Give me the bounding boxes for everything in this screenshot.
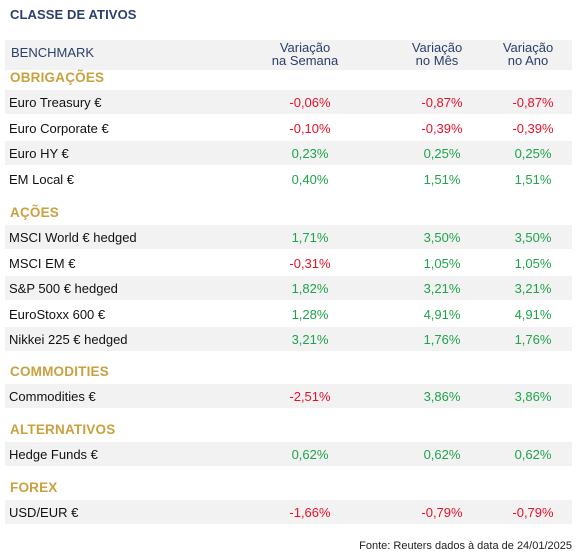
year-value: 3,50% — [514, 230, 552, 245]
benchmark-name: EuroStoxx 600 € — [9, 306, 106, 322]
month-value: 1,76% — [423, 332, 461, 348]
benchmark-name: MSCI World € hedged — [9, 230, 137, 245]
table-row: S&P 500 € hedged 1,82% 3,21% 3,21% — [5, 276, 572, 301]
table-row: Nikkei 225 € hedged 3,21% 1,76% 1,76% — [5, 327, 572, 352]
month-value: -0,39% — [421, 120, 463, 136]
table-row: MSCI EM € -0,31% 1,05% 1,05% — [5, 251, 572, 275]
month-value: 3,86% — [423, 389, 461, 404]
week-value: -0,06% — [289, 95, 331, 110]
week-value: -0,10% — [289, 120, 331, 136]
month-header-line1: Variação — [411, 40, 463, 55]
month-value: -0,87% — [421, 95, 463, 110]
year-value: 1,05% — [514, 255, 552, 271]
year-value: 0,25% — [514, 146, 552, 162]
week-header-line2: na Semana — [271, 53, 339, 68]
table-row: Euro Corporate € -0,10% -0,39% -0,39% — [5, 116, 572, 140]
week-value: 1,28% — [291, 306, 329, 322]
week-value: 1,82% — [291, 281, 329, 297]
section-title: OBRIGAÇÕES — [10, 70, 105, 85]
month-value: 3,21% — [423, 281, 461, 297]
table-header: BENCHMARK Variação na Semana Variação no… — [5, 40, 572, 70]
table-row: Euro Treasury € -0,06% -0,87% -0,87% — [5, 90, 572, 114]
week-header: Variação na Semana — [245, 41, 365, 67]
year-value: 3,21% — [514, 281, 552, 297]
month-header-line2: no Mês — [415, 53, 459, 68]
benchmark-name: MSCI EM € — [9, 255, 76, 271]
benchmark-name: Euro Corporate € — [9, 120, 109, 136]
month-value: 0,62% — [423, 447, 461, 462]
benchmark-name: S&P 500 € hedged — [9, 281, 118, 297]
year-value: 4,91% — [514, 306, 552, 322]
week-value: -2,51% — [289, 389, 331, 404]
benchmark-header: BENCHMARK — [11, 45, 95, 60]
year-value: 0,62% — [514, 447, 552, 462]
year-value: -0,39% — [512, 120, 554, 136]
table-row: Hedge Funds € 0,62% 0,62% 0,62% — [5, 442, 572, 466]
year-value: 3,86% — [514, 389, 552, 404]
month-value: 4,91% — [423, 306, 461, 322]
week-value: 0,40% — [291, 171, 329, 187]
week-value: 0,23% — [291, 146, 329, 162]
section-title: ALTERNATIVOS — [10, 422, 116, 437]
benchmark-name: Euro Treasury € — [9, 95, 102, 110]
benchmark-name: Nikkei 225 € hedged — [9, 332, 128, 348]
section-title: COMMODITIES — [10, 364, 109, 379]
year-value: 1,51% — [514, 171, 552, 187]
benchmark-name: Euro HY € — [9, 146, 69, 162]
table-row: EuroStoxx 600 € 1,28% 4,91% 4,91% — [5, 302, 572, 326]
year-value: -0,87% — [512, 95, 554, 110]
year-header: Variação no Ano — [468, 41, 582, 67]
section-title: AÇÕES — [10, 205, 60, 220]
benchmark-name: Commodities € — [9, 389, 96, 404]
table-row: Euro HY € 0,23% 0,25% 0,25% — [5, 141, 572, 166]
month-value: 1,05% — [423, 255, 461, 271]
week-header-line1: Variação — [279, 40, 331, 55]
table-row: Commodities € -2,51% 3,86% 3,86% — [5, 384, 572, 408]
year-value: 1,76% — [514, 332, 552, 348]
benchmark-name: Hedge Funds € — [9, 447, 98, 462]
footer-source: Fonte: Reuters dados à data de 24/01/202… — [359, 540, 572, 552]
month-value: 0,25% — [423, 146, 461, 162]
month-value: 3,50% — [423, 230, 461, 245]
benchmark-name: EM Local € — [9, 171, 75, 187]
table-row: MSCI World € hedged 1,71% 3,50% 3,50% — [5, 225, 572, 249]
table-row: USD/EUR € -1,66% -0,79% -0,79% — [5, 500, 572, 524]
page-title: CLASSE DE ATIVOS — [10, 7, 137, 22]
month-header: Variação no Mês — [377, 41, 497, 67]
month-value: 1,51% — [423, 171, 461, 187]
week-value: 0,62% — [291, 447, 329, 462]
table-row: EM Local € 0,40% 1,51% 1,51% — [5, 167, 572, 191]
year-value: -0,79% — [512, 505, 554, 520]
week-value: 1,71% — [291, 230, 329, 245]
benchmark-name: USD/EUR € — [9, 505, 79, 520]
month-value: -0,79% — [421, 505, 463, 520]
week-value: 3,21% — [291, 332, 329, 348]
week-value: -0,31% — [289, 255, 331, 271]
week-value: -1,66% — [289, 505, 331, 520]
section-title: FOREX — [10, 480, 58, 495]
year-header-line2: no Ano — [507, 53, 549, 68]
year-header-line1: Variação — [502, 40, 554, 55]
